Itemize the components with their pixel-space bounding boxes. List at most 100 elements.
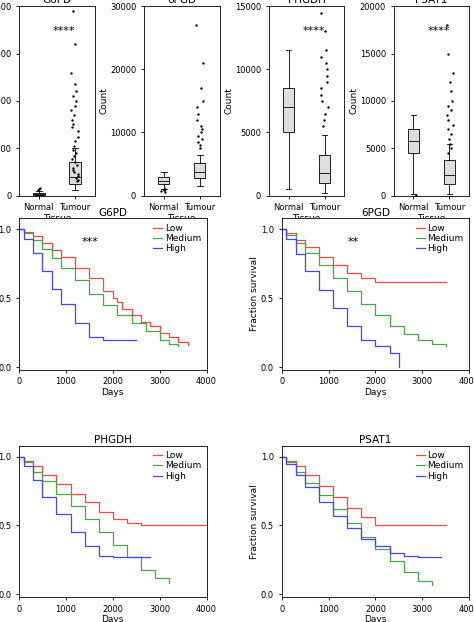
Point (197, 83, 205, 93)
Y-axis label: Fraction survival: Fraction survival (250, 257, 259, 332)
X-axis label: Days: Days (101, 615, 124, 622)
Point (448, 96, 456, 106)
Point (444, 110, 451, 120)
X-axis label: Tissue: Tissue (167, 213, 196, 223)
Text: **: ** (347, 236, 358, 246)
PathPatch shape (319, 156, 330, 183)
Point (197, 128, 204, 137)
Point (443, 20, 451, 30)
Legend: Low, Medium, High: Low, Medium, High (152, 223, 202, 254)
Point (71, 141, 78, 151)
Point (71, 151, 78, 161)
Point (318, 90, 325, 100)
Point (446, 139, 454, 149)
Point (194, 109, 202, 119)
Title: PHGDH: PHGDH (288, 0, 326, 6)
Point (161, 185, 168, 195)
Point (72, 173, 80, 183)
Point (157, 186, 164, 196)
Point (72, 39, 79, 49)
Point (198, 134, 206, 144)
Point (449, 68, 457, 78)
Text: ***: *** (82, 236, 99, 246)
Point (447, 129, 455, 139)
Point (322, 58, 329, 68)
X-axis label: Tissue: Tissue (43, 213, 71, 223)
Point (73, 148, 80, 158)
Point (320, 115, 328, 125)
Title: 6PGD: 6PGD (361, 208, 390, 218)
Point (323, 71, 330, 81)
Point (69, 6, 77, 16)
Point (194, 131, 201, 141)
Point (71, 101, 78, 111)
Point (72, 157, 79, 167)
PathPatch shape (69, 162, 81, 184)
Point (447, 143, 455, 153)
Y-axis label: Fraction survival: Fraction survival (250, 484, 259, 559)
Point (445, 101, 452, 111)
Point (73, 86, 80, 96)
Text: ****: **** (53, 26, 75, 36)
Point (449, 119, 457, 129)
Point (74, 171, 82, 181)
Point (444, 124, 452, 134)
Y-axis label: Count: Count (349, 88, 358, 114)
Title: PSAT1: PSAT1 (359, 435, 392, 445)
Point (34, 185, 41, 195)
Y-axis label: Count: Count (224, 88, 233, 114)
Point (71, 110, 78, 120)
Point (69, 154, 76, 164)
PathPatch shape (444, 160, 455, 184)
Point (69, 165, 77, 175)
Point (445, 115, 452, 125)
Point (318, 83, 325, 93)
Point (70, 145, 77, 155)
Point (73, 160, 81, 170)
Point (68, 105, 75, 115)
Text: ****: **** (428, 26, 450, 36)
PathPatch shape (158, 177, 169, 184)
Point (35, 185, 43, 195)
Point (74, 132, 82, 142)
Point (412, 190, 420, 200)
X-axis label: Days: Days (364, 615, 387, 622)
Point (323, 64, 331, 74)
Title: G6PD: G6PD (98, 208, 128, 218)
Point (68, 123, 76, 132)
Title: PHGDH: PHGDH (94, 435, 132, 445)
Point (70, 163, 77, 173)
Point (193, 102, 201, 112)
Title: G6PD: G6PD (42, 0, 71, 6)
Point (323, 77, 331, 87)
Point (161, 183, 169, 193)
X-axis label: Tissue: Tissue (417, 213, 446, 223)
PathPatch shape (408, 129, 419, 153)
Point (321, 27, 329, 37)
Point (447, 105, 455, 115)
Point (318, 7, 325, 17)
PathPatch shape (283, 88, 294, 132)
Title: 6PGD: 6PGD (167, 0, 196, 6)
Point (68, 115, 75, 125)
X-axis label: Tissue: Tissue (292, 213, 321, 223)
Point (446, 77, 454, 87)
PathPatch shape (33, 193, 45, 195)
Point (162, 187, 169, 197)
Point (198, 124, 205, 134)
Title: PSAT1: PSAT1 (415, 0, 447, 6)
Point (70, 167, 78, 177)
Legend: Low, Medium, High: Low, Medium, High (415, 450, 465, 481)
X-axis label: Days: Days (364, 388, 387, 397)
Point (68, 68, 75, 78)
Point (69, 91, 77, 101)
Point (444, 49, 452, 58)
Point (198, 121, 205, 131)
Point (324, 102, 332, 112)
Point (193, 115, 201, 125)
Point (318, 52, 325, 62)
Point (74, 175, 82, 185)
Point (72, 79, 79, 89)
Point (196, 143, 203, 153)
X-axis label: Days: Days (101, 388, 124, 397)
